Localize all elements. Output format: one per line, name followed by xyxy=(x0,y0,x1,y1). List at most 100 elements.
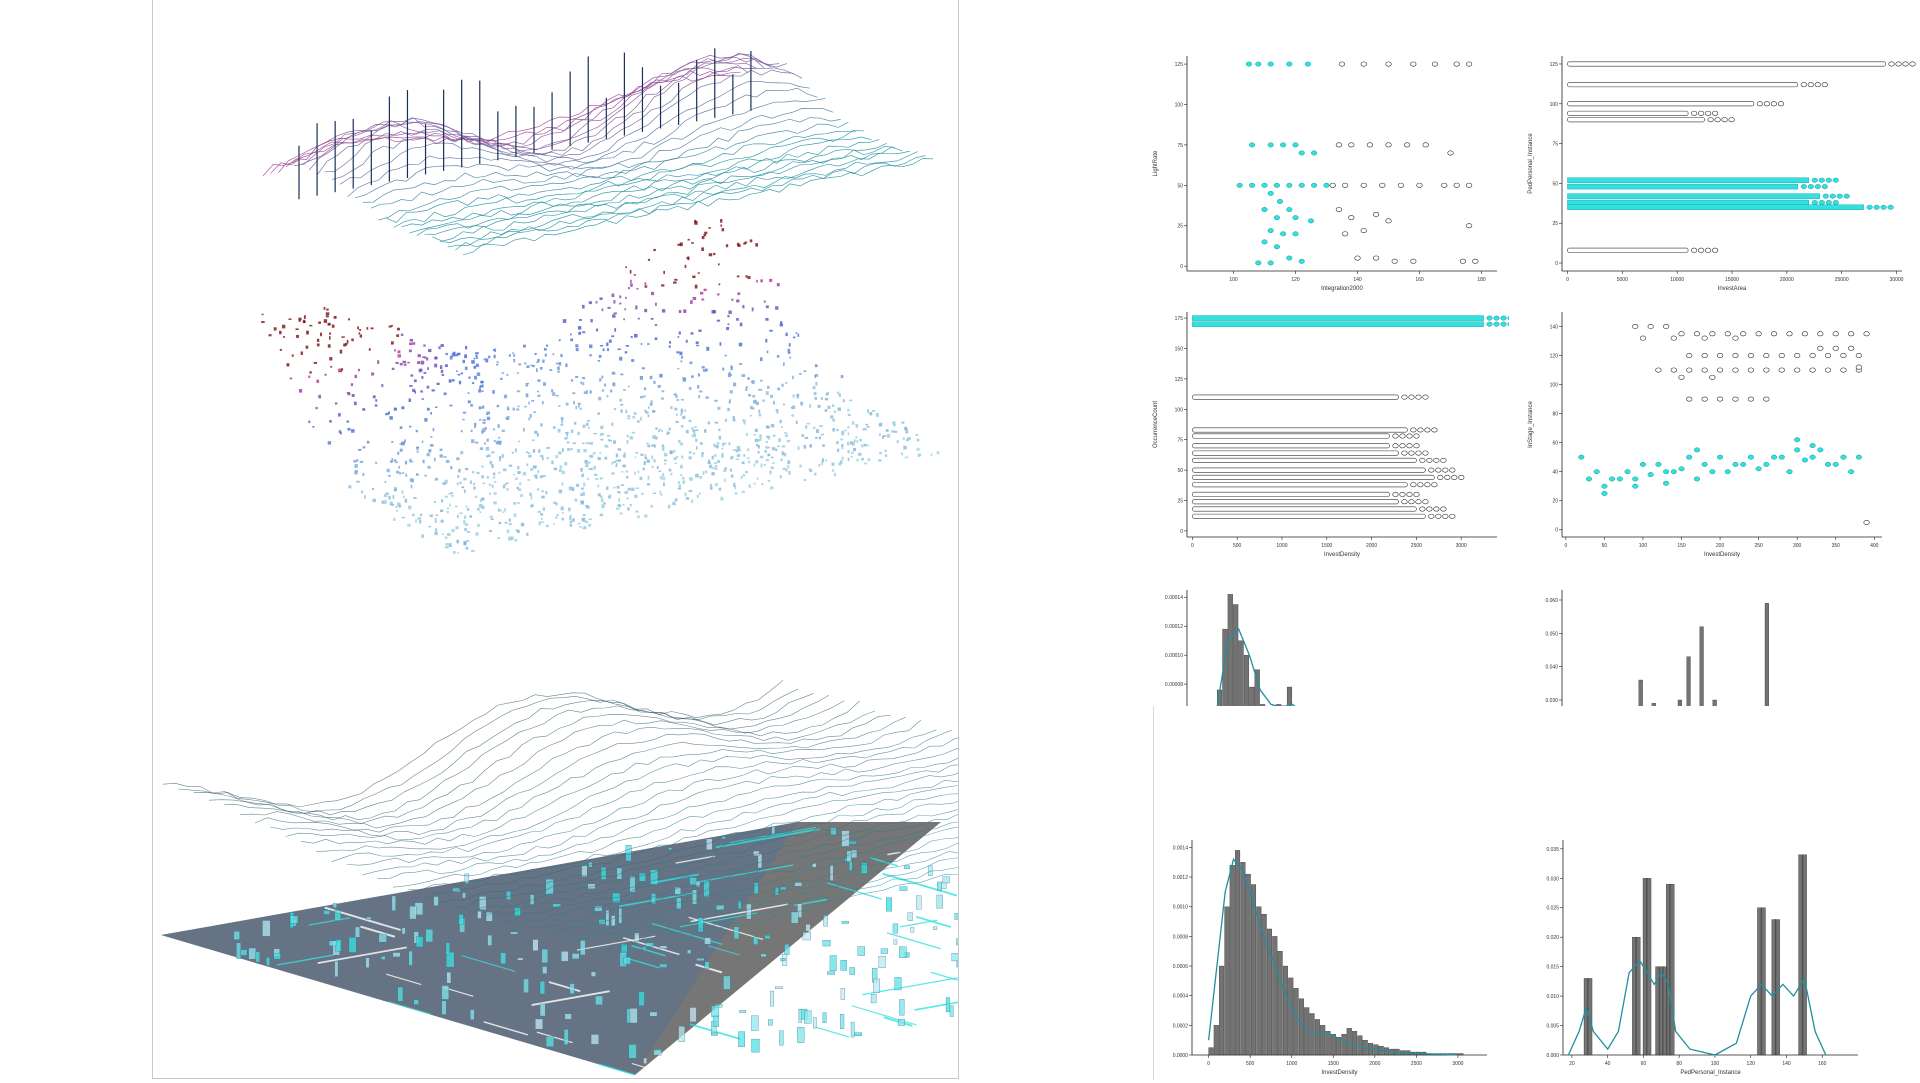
data-point xyxy=(1794,353,1800,357)
cloud-point xyxy=(661,284,664,286)
cloud-point xyxy=(515,478,518,480)
cloud-point xyxy=(856,440,858,442)
city-block xyxy=(488,935,492,945)
cloud-point xyxy=(516,409,519,411)
cloud-point xyxy=(540,521,543,523)
cloud-point xyxy=(338,413,341,416)
cloud-point xyxy=(447,511,449,513)
cloud-point xyxy=(644,461,646,465)
city-block xyxy=(234,931,240,939)
cloud-point xyxy=(628,488,631,491)
cloud-point xyxy=(674,393,677,395)
x-axis-label: InvestDensity xyxy=(1324,552,1360,558)
cloud-point xyxy=(698,272,700,274)
cloud-point xyxy=(410,374,413,376)
cloud-point xyxy=(718,283,720,285)
cloud-point xyxy=(499,522,502,524)
cloud-point xyxy=(486,447,489,451)
data-point xyxy=(1815,184,1821,188)
y-tick-label: 0.015 xyxy=(1546,965,1559,971)
histogram-bar xyxy=(1315,1019,1320,1055)
cloud-point xyxy=(516,529,519,531)
city-block xyxy=(546,1037,554,1047)
cloud-point xyxy=(551,460,553,464)
cloud-point xyxy=(341,336,344,337)
cloud-point xyxy=(418,517,422,520)
cloud-point xyxy=(635,487,639,489)
cloud-point xyxy=(422,356,425,358)
city-block xyxy=(323,910,329,914)
cloud-point xyxy=(678,488,681,490)
cloud-point xyxy=(695,429,698,431)
histogram-bar xyxy=(1288,978,1293,1055)
cloud-point xyxy=(474,376,477,380)
histogram-bar xyxy=(1299,999,1304,1055)
cloud-point xyxy=(695,474,699,478)
y-tick-label: 125 xyxy=(1550,62,1559,68)
cloud-point xyxy=(335,402,338,404)
cloud-point xyxy=(635,305,637,309)
city-block xyxy=(841,960,847,970)
y-tick-label: 0.0002 xyxy=(1173,1023,1189,1029)
data-point xyxy=(1287,256,1293,260)
cloud-point xyxy=(680,465,683,469)
cloud-point xyxy=(585,521,588,523)
cloud-point xyxy=(455,354,458,356)
y-tick-label: 60 xyxy=(1552,441,1558,447)
cloud-point xyxy=(593,452,596,455)
cloud-point xyxy=(566,403,569,406)
cloud-point xyxy=(635,456,637,457)
cloud-point xyxy=(410,461,413,462)
cloud-point xyxy=(684,492,686,496)
cloud-point xyxy=(484,442,486,444)
left-panel-layered-maps xyxy=(152,0,959,1079)
data-point xyxy=(1293,215,1299,219)
data-point xyxy=(1262,183,1268,187)
data-point xyxy=(1910,62,1916,66)
cloud-point xyxy=(867,426,870,427)
city-block xyxy=(842,921,849,923)
cloud-point xyxy=(421,376,423,379)
cloud-point xyxy=(832,469,834,471)
cloud-point xyxy=(435,528,437,531)
cloud-point xyxy=(466,548,469,549)
cloud-point xyxy=(876,413,879,417)
data-point-band xyxy=(1192,492,1389,496)
cloud-point xyxy=(585,462,588,466)
cloud-point xyxy=(652,411,655,412)
cloud-point xyxy=(503,469,507,472)
cloud-point xyxy=(513,474,515,475)
cloud-point xyxy=(482,422,485,424)
cloud-point xyxy=(446,460,450,463)
cloud-point xyxy=(570,338,573,341)
cloud-point xyxy=(886,429,889,432)
cloud-point xyxy=(359,329,361,331)
cloud-point xyxy=(503,485,505,489)
data-point xyxy=(1249,183,1255,187)
cloud-point xyxy=(832,428,835,431)
x-tick-label: 15000 xyxy=(1725,277,1739,283)
data-point xyxy=(1268,228,1274,232)
data-point xyxy=(1640,462,1646,466)
data-point xyxy=(1450,468,1456,472)
cloud-point xyxy=(816,429,819,433)
cloud-point xyxy=(701,247,704,251)
cloud-point xyxy=(599,452,601,454)
city-block xyxy=(957,962,958,967)
data-point xyxy=(1833,462,1839,466)
data-point xyxy=(1740,332,1746,336)
cloud-point xyxy=(434,458,436,462)
cloud-point xyxy=(625,470,628,472)
y-axis-label: LightRate xyxy=(1153,150,1159,176)
cloud-point xyxy=(543,507,545,510)
city-block xyxy=(706,839,712,850)
cloud-point xyxy=(502,372,505,374)
cloud-point xyxy=(626,476,628,478)
cloud-point xyxy=(740,323,743,327)
cloud-point xyxy=(704,232,707,234)
cloud-point xyxy=(498,472,500,474)
cloud-point xyxy=(627,440,629,444)
cloud-point xyxy=(604,383,606,386)
city-block xyxy=(746,904,751,919)
cloud-point xyxy=(513,408,515,411)
